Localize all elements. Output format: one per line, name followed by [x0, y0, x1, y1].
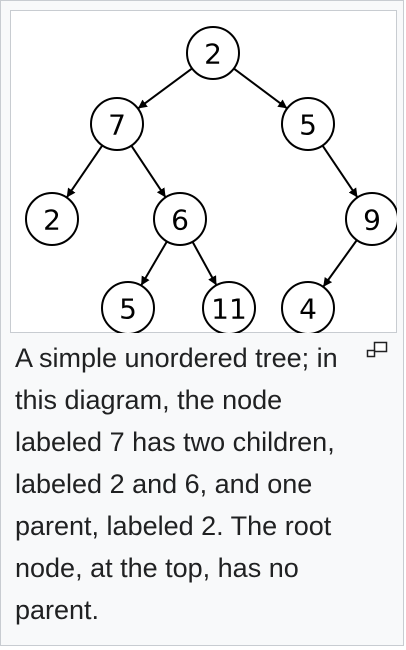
edge-root-to-n5	[233, 67, 288, 110]
edge-layer	[65, 67, 359, 288]
edge-n6-to-n11	[191, 241, 218, 286]
figure-caption: A simple unordered tree; in this diagram…	[15, 343, 338, 625]
node-circle	[153, 192, 207, 246]
tree-node: 6	[153, 192, 207, 246]
node-label: 11	[211, 293, 247, 326]
node-circle	[186, 26, 240, 80]
node-label: 7	[108, 109, 126, 142]
edge-n6-to-n5b	[140, 240, 168, 287]
tree-node: 2	[186, 26, 240, 80]
tree-diagram-image[interactable]: 2 7 5 2 6 9 5 11 4	[10, 10, 397, 333]
tree-node: 5	[281, 97, 335, 151]
tree-node: 7	[90, 97, 144, 151]
node-circle	[101, 281, 155, 333]
edge-n7-to-n6	[130, 145, 167, 198]
node-label: 9	[363, 204, 381, 237]
tree-diagram: 2 7 5 2 6 9 5 11 4	[25, 26, 397, 333]
node-circle	[25, 192, 79, 246]
node-layer: 2 7 5 2 6 9 5 11 4	[25, 26, 397, 333]
magnify-icon[interactable]	[365, 341, 389, 359]
node-circle	[345, 192, 397, 246]
node-label: 4	[299, 293, 317, 326]
node-label: 2	[204, 38, 222, 71]
tree-node: 11	[202, 281, 256, 333]
node-circle	[202, 281, 256, 333]
node-circle	[281, 281, 335, 333]
edge-n7-to-n2	[65, 144, 104, 199]
tree-node: 5	[101, 281, 155, 333]
tree-node: 2	[25, 192, 79, 246]
edge-root-to-n7	[137, 67, 193, 110]
node-label: 5	[119, 293, 137, 326]
edge-n9-to-n4	[322, 239, 358, 288]
edge-n5-to-n9	[321, 145, 359, 198]
node-label: 5	[299, 109, 317, 142]
node-label: 6	[171, 204, 189, 237]
node-label: 2	[43, 204, 61, 237]
node-circle	[90, 97, 144, 151]
tree-node: 4	[281, 281, 335, 333]
tree-node: 9	[345, 192, 397, 246]
node-circle	[281, 97, 335, 151]
